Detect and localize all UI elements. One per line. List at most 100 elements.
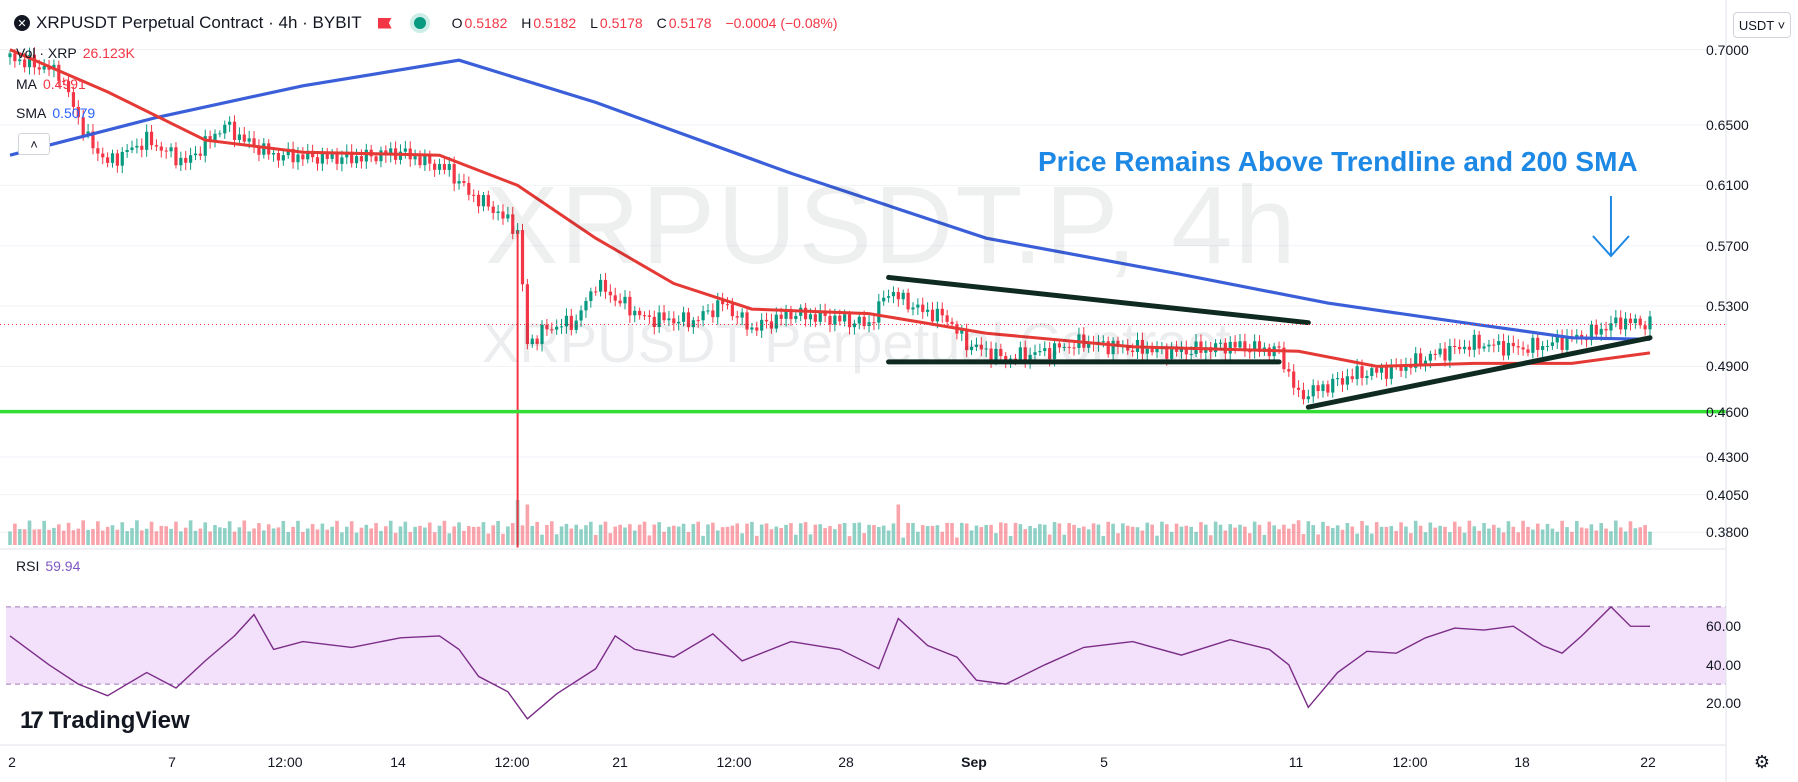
volume-bar (1047, 534, 1052, 545)
tradingview-logo[interactable]: 17 TradingView (20, 707, 190, 735)
candle-body (1067, 346, 1071, 348)
legend-rsi[interactable]: RSI 59.94 (16, 558, 81, 574)
volume-bar (964, 523, 969, 545)
volume-bar (999, 522, 1003, 545)
candle-body (120, 151, 124, 166)
volume-bar (984, 524, 988, 545)
volume-bar (1409, 533, 1413, 545)
volume-bar (1072, 524, 1076, 545)
candle-body (101, 153, 105, 158)
candle-body (257, 145, 261, 155)
candle-body (154, 145, 159, 147)
candle-body (1253, 341, 1257, 352)
volume-bar (330, 526, 334, 545)
candle-body (467, 182, 471, 195)
down-arrow-icon (1592, 196, 1630, 258)
candle-body (1233, 341, 1237, 348)
volume-bar (598, 524, 603, 545)
trendlines (886, 274, 1653, 410)
candle-body (1506, 342, 1511, 356)
red-flag-icon[interactable] (377, 17, 392, 29)
volume-bar (686, 531, 691, 545)
volume-bar (1428, 522, 1433, 545)
candle-body (511, 214, 515, 234)
volume-bar (994, 533, 998, 545)
volume-bar (1247, 533, 1252, 545)
candle-body (711, 310, 715, 318)
volume-bar (1579, 527, 1584, 545)
candle-body (1184, 347, 1188, 355)
volume-bar (945, 522, 949, 545)
volume-bar (1482, 522, 1486, 545)
volume-bar (125, 531, 129, 545)
candle-body (1336, 378, 1340, 380)
candle-body (452, 164, 456, 184)
candle-body (1287, 369, 1291, 372)
candle-body (481, 195, 486, 207)
candle-body (1404, 365, 1408, 371)
collapse-legend-button[interactable]: ˄ (18, 133, 50, 155)
candle-body (1170, 346, 1174, 359)
legend-volume[interactable]: Vol · XRP 26.123K (16, 45, 135, 61)
volume-bar (413, 526, 417, 545)
candle-body (13, 53, 17, 62)
volume-bar (969, 530, 974, 545)
candle-body (750, 327, 754, 330)
volume-bar (467, 526, 471, 545)
currency-select[interactable]: USDT ˅ (1733, 12, 1791, 38)
volume-bar (1155, 535, 1159, 545)
candle-body (999, 348, 1003, 357)
candle-body (1482, 346, 1486, 349)
candle-body (1414, 353, 1418, 368)
candle-body (1467, 346, 1472, 350)
candle-body (213, 133, 217, 142)
candle-body (1013, 358, 1018, 361)
time-tick-label: 5 (1100, 754, 1108, 770)
candle-body (857, 316, 861, 324)
volume-bar (281, 521, 286, 545)
volume-bar (1365, 525, 1369, 545)
candle-body (311, 150, 315, 158)
candle-body (657, 312, 661, 328)
volume-bar (979, 527, 984, 545)
candle-body (296, 154, 300, 163)
volume-bar (1223, 530, 1228, 545)
volume-bar (545, 524, 549, 545)
time-tick-label: 14 (390, 754, 406, 770)
volume-bar (1350, 526, 1355, 545)
volume-bar (1174, 523, 1179, 545)
xrp-coin-icon[interactable]: ✕ (14, 15, 30, 31)
candle-body (1145, 348, 1149, 354)
candle-body (81, 117, 85, 136)
volume-bar (154, 531, 159, 545)
volume-bar (1135, 527, 1140, 545)
candle-body (808, 314, 813, 320)
candle-body (8, 53, 12, 58)
volume-bar (725, 526, 730, 545)
candle-body (86, 131, 90, 136)
volume-bars (8, 500, 1652, 545)
candle-body (877, 301, 881, 323)
time-tick-label: 22 (1640, 754, 1656, 770)
time-tick-label: Sep (961, 754, 987, 770)
candle-body (106, 157, 110, 163)
candle-body (1619, 317, 1623, 330)
volume-bar (681, 523, 686, 545)
volume-bar (47, 529, 51, 545)
candle-body (315, 157, 320, 164)
symbol-title[interactable]: XRPUSDT Perpetual Contract · 4h · BYBIT (36, 13, 362, 32)
volume-bar (803, 522, 808, 545)
candle-body (1106, 341, 1110, 355)
volume-bar (1086, 529, 1091, 545)
legend-sma[interactable]: SMA 0.5079 (16, 105, 96, 121)
volume-bar (486, 533, 491, 545)
volume-bar (374, 523, 378, 545)
volume-bar (911, 522, 915, 545)
legend-ma[interactable]: MA 0.4991 (16, 76, 86, 92)
candle-body (1316, 385, 1320, 392)
volume-bar (525, 504, 530, 545)
gear-icon[interactable]: ⚙ (1753, 751, 1771, 772)
volume-bar (608, 533, 613, 545)
candle-body (1052, 343, 1057, 360)
